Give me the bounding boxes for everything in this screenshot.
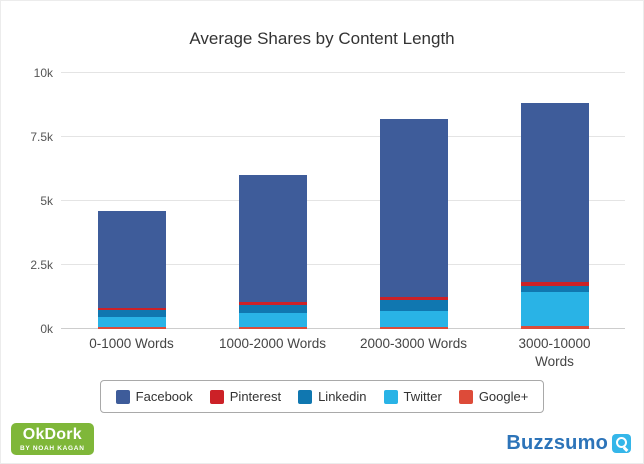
legend-item-twitter: Twitter bbox=[383, 389, 442, 405]
bar-segment-twitter bbox=[238, 313, 307, 328]
legend-item-facebook: Facebook bbox=[115, 389, 193, 405]
bar-segment-twitter bbox=[97, 316, 166, 328]
footer: OkDork BY NOAH KAGAN Buzzsumo bbox=[1, 423, 643, 463]
chart-title: Average Shares by Content Length bbox=[189, 29, 455, 48]
bar-segment-facebook bbox=[379, 119, 448, 298]
chart: 0k 2.5k 5k 7.5k 10k 0-1000 Words 1000-2000 Wo… bbox=[1, 66, 643, 370]
bar-segment-linkedin bbox=[97, 309, 166, 317]
bar-slot bbox=[61, 73, 202, 329]
legend-wrap: Facebook Pinterest Linkedin Twitter Google+ bbox=[1, 380, 643, 414]
bar-segment-pinterest bbox=[97, 307, 166, 310]
legend-swatch bbox=[383, 389, 398, 404]
bars bbox=[61, 73, 625, 329]
legend-label: Facebook bbox=[135, 389, 193, 405]
bar-segment-linkedin bbox=[379, 300, 448, 311]
legend-swatch bbox=[298, 389, 313, 404]
gridline bbox=[61, 264, 625, 265]
bar-slot bbox=[202, 73, 343, 329]
bar-segment-googleplus bbox=[97, 327, 166, 329]
legend-swatch bbox=[115, 389, 130, 404]
legend-swatch bbox=[458, 389, 473, 404]
stacked-bar-4 bbox=[520, 73, 589, 329]
x-axis-label: 0-1000 Words bbox=[89, 336, 174, 351]
okdork-logo-subtitle: BY NOAH KAGAN bbox=[20, 445, 85, 452]
legend-item-linkedin: Linkedin bbox=[298, 389, 367, 405]
y-tick-label: 7.5k bbox=[30, 130, 53, 144]
stacked-bar-1 bbox=[97, 73, 166, 329]
buzzsumo-logo: Buzzsumo bbox=[506, 432, 631, 455]
x-axis-labels: 0-1000 Words 1000-2000 Words 2000-3000 Wor… bbox=[61, 335, 625, 370]
y-tick-label: 0k bbox=[40, 322, 53, 336]
bar-slot bbox=[343, 73, 484, 329]
gridline bbox=[61, 136, 625, 137]
bar-segment-twitter bbox=[379, 310, 448, 328]
y-tick-label: 2.5k bbox=[30, 258, 53, 272]
legend-label: Linkedin bbox=[318, 389, 367, 405]
bar-segment-linkedin bbox=[238, 304, 307, 314]
gridline bbox=[61, 328, 625, 329]
bar-slot bbox=[484, 73, 625, 329]
x-axis-label: 2000-3000 Words bbox=[359, 336, 468, 351]
y-tick-label: 5k bbox=[40, 194, 53, 208]
gridline bbox=[61, 200, 625, 201]
stacked-bar-2 bbox=[238, 73, 307, 329]
legend-item-googleplus: Google+ bbox=[458, 389, 529, 405]
buzzsumo-magnifier-icon bbox=[612, 434, 631, 453]
bar-segment-googleplus bbox=[238, 327, 307, 329]
bar-segment-pinterest bbox=[379, 297, 448, 301]
bar-segment-googleplus bbox=[379, 327, 448, 329]
bar-segment-facebook bbox=[520, 102, 589, 283]
legend: Facebook Pinterest Linkedin Twitter Google+ bbox=[99, 380, 545, 414]
plot-area: 0k 2.5k 5k 7.5k 10k bbox=[30, 66, 625, 336]
bar-segment-linkedin bbox=[520, 286, 589, 293]
legend-label: Twitter bbox=[403, 389, 442, 405]
legend-label: Pinterest bbox=[229, 389, 282, 405]
okdork-logo: OkDork BY NOAH KAGAN bbox=[11, 423, 94, 455]
buzzsumo-logo-text: Buzzsumo bbox=[506, 432, 608, 454]
legend-swatch bbox=[209, 389, 224, 404]
bar-segment-facebook bbox=[97, 211, 166, 308]
bar-segment-googleplus bbox=[520, 325, 589, 329]
x-axis-label: 3000-10000 Words bbox=[518, 336, 591, 369]
legend-item-pinterest: Pinterest bbox=[209, 389, 282, 405]
stacked-bar-3 bbox=[379, 73, 448, 329]
bar-segment-pinterest bbox=[520, 282, 589, 287]
y-tick-label: 10k bbox=[33, 66, 53, 80]
x-axis-label: 1000-2000 Words bbox=[218, 336, 327, 351]
gridline bbox=[61, 72, 625, 73]
bar-segment-facebook bbox=[238, 175, 307, 303]
bar-segment-pinterest bbox=[238, 302, 307, 305]
legend-label: Google+ bbox=[478, 389, 529, 405]
bar-segment-twitter bbox=[520, 292, 589, 326]
okdork-logo-text: OkDork bbox=[22, 426, 82, 443]
